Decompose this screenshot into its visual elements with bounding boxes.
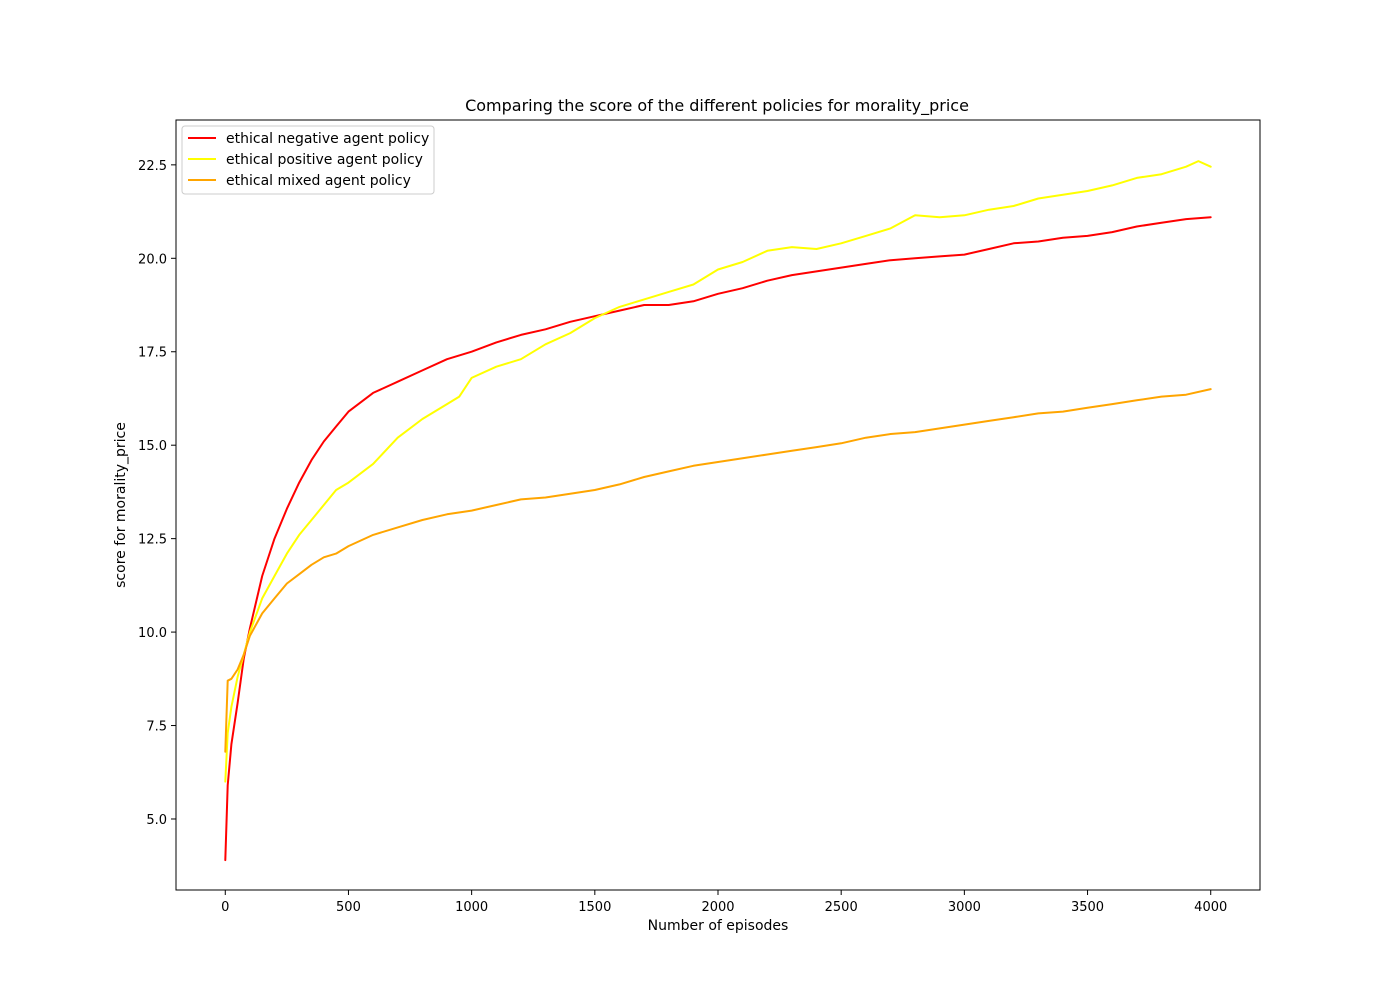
y-axis: 5.0 7.5 10.0 12.5 15.0 17.5 20.0 22.5 bbox=[138, 159, 176, 828]
legend-entry: ethical mixed agent policy bbox=[226, 173, 411, 189]
y-tick-label: 12.5 bbox=[138, 533, 167, 548]
x-tick-label: 4000 bbox=[1194, 900, 1227, 915]
legend-entry: ethical negative agent policy bbox=[226, 131, 429, 147]
x-tick-label: 2000 bbox=[701, 900, 734, 915]
legend-entry: ethical positive agent policy bbox=[226, 152, 423, 168]
x-tick-label: 1500 bbox=[578, 900, 611, 915]
y-tick-label: 22.5 bbox=[138, 159, 167, 174]
x-tick-label: 500 bbox=[336, 900, 361, 915]
x-axis-label: Number of episodes bbox=[648, 918, 789, 934]
y-tick-label: 15.0 bbox=[138, 439, 167, 454]
y-tick-label: 10.0 bbox=[138, 626, 167, 641]
x-tick-label: 1000 bbox=[455, 900, 488, 915]
legend: ethical negative agent policy ethical pos… bbox=[181, 125, 435, 195]
x-tick-label: 2500 bbox=[825, 900, 858, 915]
series-line-3 bbox=[224, 388, 1212, 753]
series-layer bbox=[224, 160, 1212, 862]
series-line-2 bbox=[224, 160, 1212, 783]
chart-title: Comparing the score of the different pol… bbox=[465, 96, 969, 116]
y-tick-label: 7.5 bbox=[146, 720, 167, 735]
x-tick-label: 3000 bbox=[948, 900, 981, 915]
x-tick-label: 0 bbox=[221, 900, 229, 915]
y-axis-label: score for morality_price bbox=[113, 422, 129, 588]
y-tick-label: 20.0 bbox=[138, 252, 167, 267]
legend-box bbox=[181, 125, 435, 195]
y-tick-label: 17.5 bbox=[138, 346, 167, 361]
series-line-1 bbox=[224, 216, 1212, 862]
y-tick-label: 5.0 bbox=[146, 813, 167, 828]
x-tick-label: 3500 bbox=[1071, 900, 1104, 915]
x-axis: 0 500 1000 1500 2000 2500 3000 3500 4000 bbox=[221, 890, 1227, 915]
